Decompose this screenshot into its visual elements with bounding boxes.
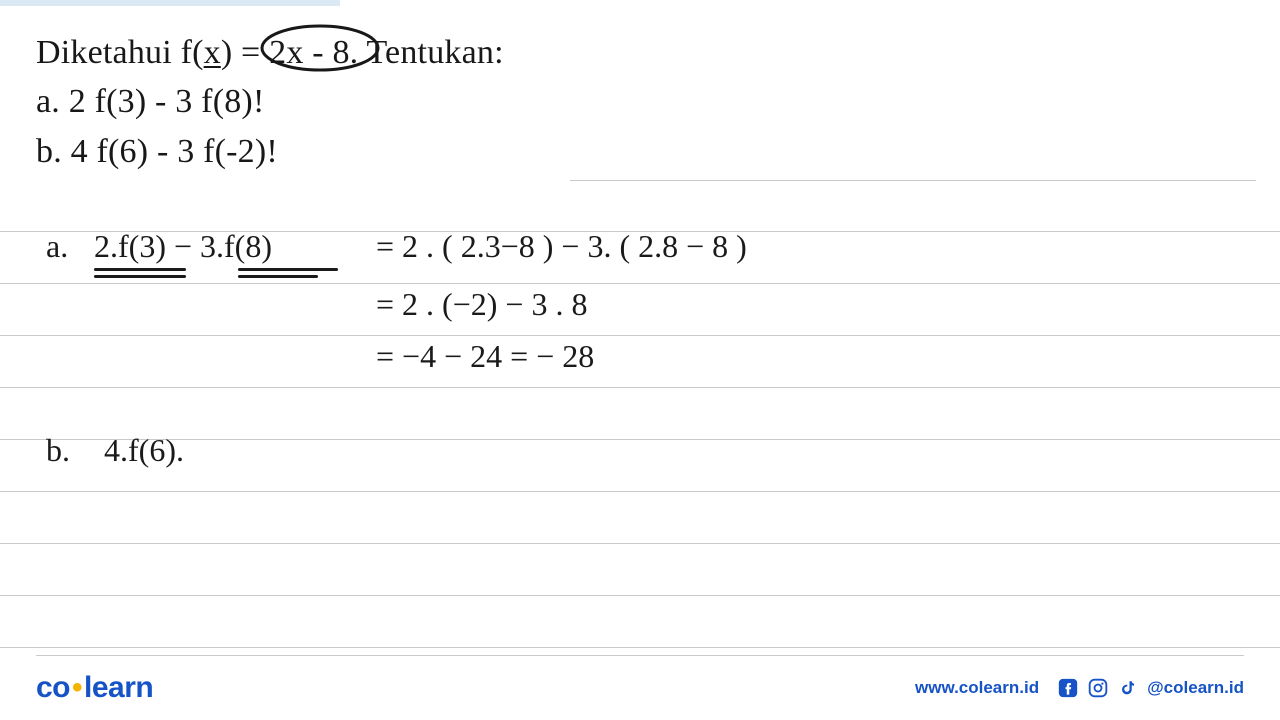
- work-a-step1: = 2 . ( 2.3−8 ) − 3. ( 2.8 − 8 ): [376, 230, 747, 262]
- problem-statement: Diketahui f(x) = 2x - 8 . Tentukan: a. 2…: [36, 28, 1244, 176]
- circled-text: 2x - 8: [269, 34, 350, 71]
- top-accent-bar: [0, 0, 340, 6]
- facebook-icon: [1057, 677, 1079, 699]
- work-a-label: a.: [46, 230, 68, 262]
- footer-handle: @colearn.id: [1147, 678, 1244, 698]
- underline-stroke: [94, 268, 186, 271]
- work-a-lhs: 2.f(3) − 3.f(8): [94, 230, 272, 262]
- logo-dot-icon: •: [70, 671, 84, 704]
- problem-item-b: b. 4 f(6) - 3 f(-2)!: [36, 127, 1244, 176]
- brand-logo: co•learn: [36, 671, 153, 705]
- social-icons: @colearn.id: [1057, 677, 1244, 699]
- text-diketahui: Diketahui f(: [36, 34, 204, 71]
- work-b-label: b.: [46, 434, 70, 466]
- text-tentukan: . Tentukan:: [350, 34, 504, 71]
- underline-stroke: [238, 268, 338, 271]
- tiktok-icon: [1117, 677, 1139, 699]
- work-a-step2: = 2 . (−2) − 3 . 8: [376, 288, 587, 320]
- instagram-icon: [1087, 677, 1109, 699]
- problem-item-a: a. 2 f(3) - 3 f(8)!: [36, 77, 1244, 126]
- work-b-lhs: 4.f(6).: [104, 434, 184, 466]
- footer: co•learn www.colearn.id @colearn.id: [0, 656, 1280, 720]
- circled-expression: 2x - 8: [269, 28, 350, 77]
- underline-stroke: [238, 275, 318, 278]
- underline-stroke: [94, 275, 186, 278]
- problem-line-1: Diketahui f(x) = 2x - 8 . Tentukan:: [36, 28, 1244, 77]
- footer-right: www.colearn.id @colearn.id: [915, 677, 1244, 699]
- text-equals: ) =: [221, 34, 269, 71]
- work-a-step3: = −4 − 24 = − 28: [376, 340, 594, 372]
- logo-learn: learn: [84, 671, 153, 704]
- logo-co: co: [36, 671, 70, 704]
- footer-url: www.colearn.id: [915, 678, 1039, 698]
- fx-argument: x: [204, 28, 221, 77]
